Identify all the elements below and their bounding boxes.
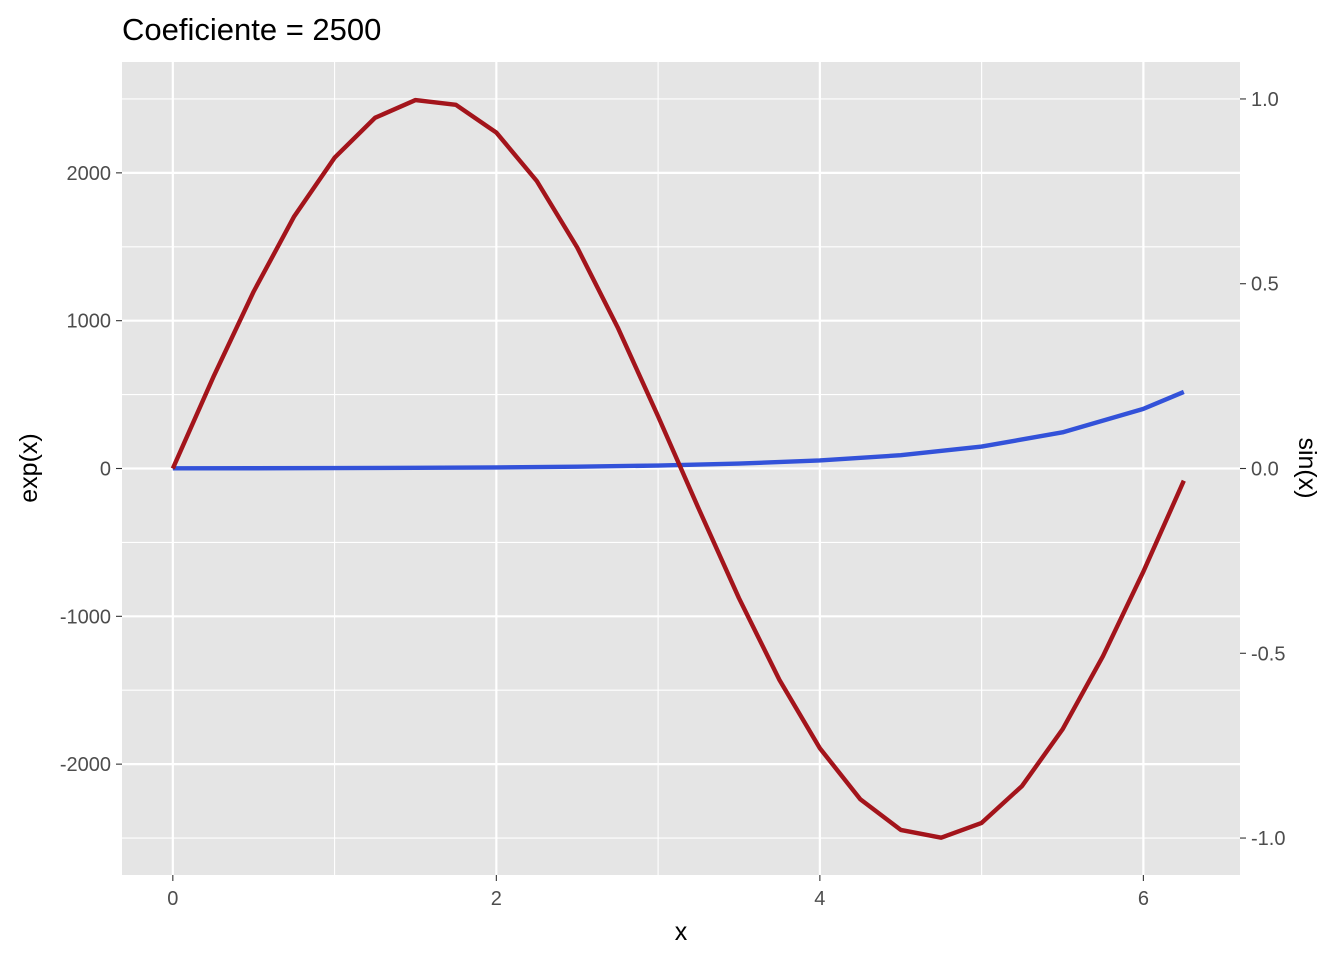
series-line-right (170, 97, 1186, 840)
x-tick-label: 0 (167, 888, 178, 910)
y-left-axis-title: exp(x) (15, 433, 43, 502)
y-right-tick-label: 1.0 (1251, 89, 1279, 111)
y-left-tick-label: 1000 (67, 311, 112, 333)
y-right-axis-title: sin(x) (1293, 437, 1321, 498)
series-lines (170, 97, 1186, 840)
y-left-tick-label: -1000 (60, 606, 111, 628)
chart-title: Coeficiente = 2500 (122, 12, 381, 47)
series-line-left (172, 389, 1185, 471)
y-left-axis: -2000 -1000 0 1000 2000 (60, 163, 122, 776)
x-tick-label: 4 (814, 888, 825, 910)
x-axis-title: x (675, 918, 688, 946)
y-right-tick-label: -1.0 (1251, 828, 1285, 850)
x-tick-label: 2 (491, 888, 502, 910)
y-right-tick-label: 0.5 (1251, 274, 1279, 296)
y-left-tick-label: 2000 (67, 163, 112, 185)
y-right-axis: -1.0 -0.5 0.0 0.5 1.0 (1240, 89, 1285, 850)
y-left-tick-label: -2000 (60, 754, 111, 776)
y-right-tick-label: -0.5 (1251, 643, 1285, 665)
x-axis: 0 2 4 6 (167, 875, 1149, 910)
y-left-tick-label: 0 (100, 459, 111, 481)
y-right-tick-label: 0.0 (1251, 459, 1279, 481)
x-tick-label: 6 (1138, 888, 1149, 910)
